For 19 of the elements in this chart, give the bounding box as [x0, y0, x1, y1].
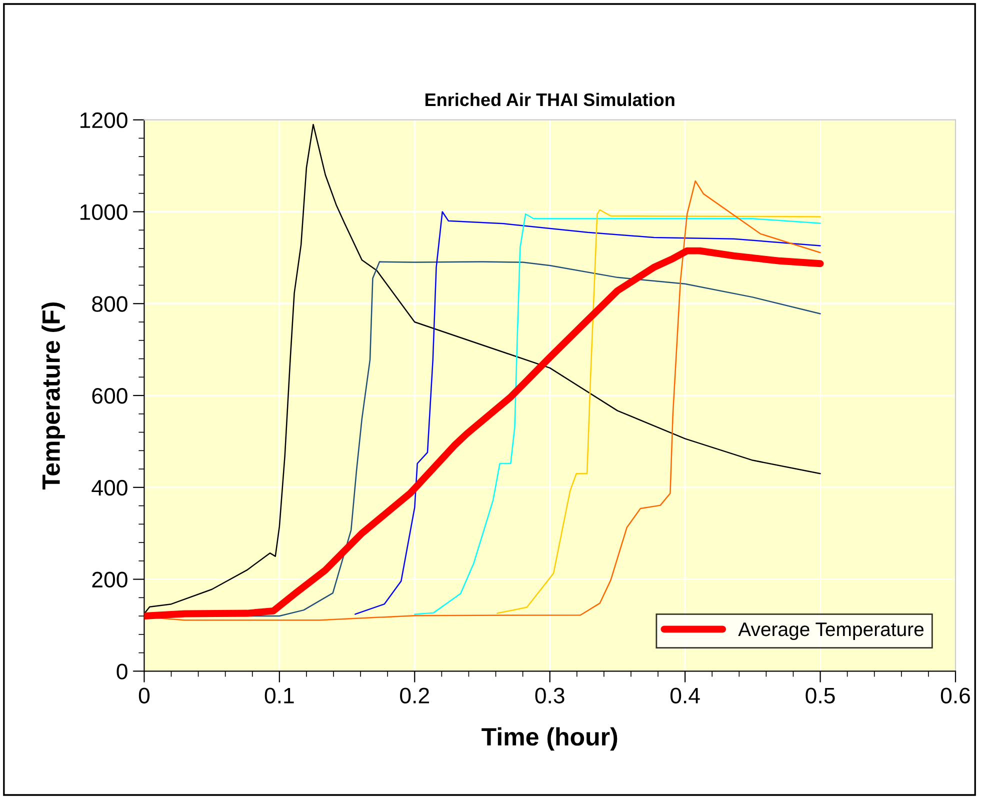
x-tick-label: 0.4: [670, 688, 700, 704]
x-tick-label: 0.6: [940, 688, 970, 704]
x-tick-label: 0.1: [264, 688, 294, 704]
x-axis-title: Time (hour): [482, 727, 618, 751]
y-tick-label: 400: [92, 480, 128, 496]
legend-label: Average Temperature: [738, 622, 924, 640]
y-tick-label: 600: [92, 388, 128, 404]
x-tick-label: 0.5: [806, 688, 835, 704]
y-tick-label: 0: [116, 664, 128, 680]
x-tick-label: 0.2: [400, 688, 429, 704]
x-tick-label: 0.3: [535, 688, 564, 704]
y-tick-label: 1200: [80, 112, 128, 128]
line-series: [496, 209, 821, 614]
y-tick-label: 1000: [80, 204, 128, 220]
y-axis-title: Temperature (F): [42, 302, 65, 490]
x-tick-label: 0: [138, 688, 150, 704]
y-tick-label: 800: [92, 296, 128, 312]
y-tick-label: 200: [92, 572, 128, 588]
chart-title: Enriched Air THAI Simulation: [426, 92, 674, 106]
